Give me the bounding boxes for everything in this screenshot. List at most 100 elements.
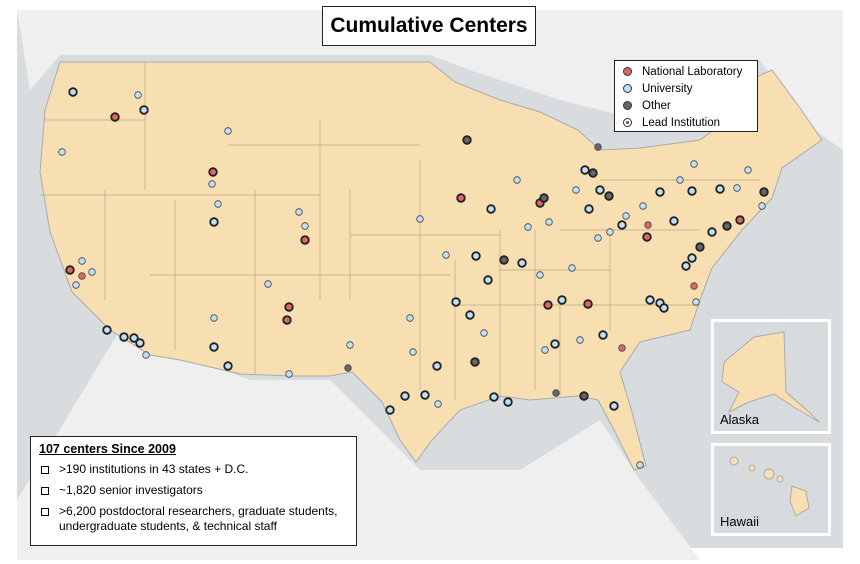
center-marker bbox=[618, 344, 626, 352]
alaska-shape bbox=[721, 331, 820, 423]
inset-label: Hawaii bbox=[720, 514, 760, 529]
center-marker bbox=[285, 370, 293, 378]
center-marker bbox=[58, 148, 66, 156]
center-marker bbox=[480, 329, 488, 337]
center-marker bbox=[622, 212, 630, 220]
center-marker bbox=[552, 389, 560, 397]
center-marker bbox=[119, 332, 129, 342]
info-text: >6,200 postdoctoral researchers, graduat… bbox=[59, 504, 338, 533]
center-marker bbox=[594, 234, 602, 242]
center-marker bbox=[300, 235, 310, 245]
center-marker bbox=[758, 202, 766, 210]
center-marker bbox=[301, 222, 309, 230]
legend-item: University bbox=[615, 80, 757, 97]
center-marker bbox=[692, 298, 700, 306]
legend: National Laboratory University Other Lea… bbox=[614, 60, 758, 132]
center-marker bbox=[735, 215, 745, 225]
inset-label: Alaska bbox=[720, 412, 760, 427]
info-heading: 107 centers Since 2009 bbox=[39, 442, 176, 456]
center-marker bbox=[409, 348, 417, 356]
center-marker bbox=[733, 184, 741, 192]
center-marker bbox=[68, 87, 78, 97]
center-marker bbox=[442, 251, 450, 259]
info-text: ~1,820 senior investigators bbox=[59, 483, 203, 497]
center-marker bbox=[483, 275, 493, 285]
center-marker bbox=[545, 218, 553, 226]
legend-label: Other bbox=[642, 99, 671, 112]
center-marker bbox=[72, 281, 80, 289]
center-marker bbox=[295, 208, 303, 216]
center-marker bbox=[676, 176, 684, 184]
center-marker bbox=[134, 91, 142, 99]
center-marker bbox=[503, 397, 513, 407]
center-marker bbox=[65, 265, 75, 275]
center-marker bbox=[499, 255, 509, 265]
info-item: >6,200 postdoctoral researchers, graduat… bbox=[39, 504, 348, 534]
center-marker bbox=[78, 272, 86, 280]
center-marker bbox=[715, 184, 725, 194]
center-marker bbox=[135, 338, 145, 348]
center-marker bbox=[617, 220, 627, 230]
center-marker bbox=[513, 176, 521, 184]
center-marker bbox=[584, 204, 594, 214]
center-marker bbox=[524, 223, 532, 231]
center-marker bbox=[344, 364, 352, 372]
center-marker bbox=[707, 227, 717, 237]
legend-label: Lead Institution bbox=[642, 116, 721, 129]
center-marker bbox=[129, 333, 139, 343]
center-marker bbox=[264, 280, 272, 288]
info-item: >190 institutions in 43 states + D.C. bbox=[39, 462, 348, 477]
center-marker bbox=[681, 261, 691, 271]
center-marker bbox=[598, 330, 608, 340]
center-marker bbox=[690, 282, 698, 290]
usa bbox=[39, 61, 823, 471]
center-marker bbox=[655, 187, 665, 197]
center-marker bbox=[451, 297, 461, 307]
center-marker bbox=[594, 143, 602, 151]
center-marker bbox=[636, 461, 644, 469]
center-marker bbox=[588, 168, 598, 178]
info-text: >190 institutions in 43 states + D.C. bbox=[59, 462, 249, 476]
center-marker bbox=[432, 361, 442, 371]
center-marker bbox=[609, 401, 619, 411]
center-marker bbox=[687, 253, 697, 263]
center-marker bbox=[139, 105, 149, 115]
info-box: 107 centers Since 2009 >190 institutions… bbox=[30, 436, 357, 546]
title: Cumulative Centers bbox=[322, 6, 536, 46]
center-marker bbox=[639, 202, 647, 210]
center-marker bbox=[400, 391, 410, 401]
center-marker bbox=[759, 187, 769, 197]
center-marker bbox=[420, 390, 430, 400]
center-marker bbox=[606, 228, 614, 236]
center-marker bbox=[580, 165, 590, 175]
center-marker bbox=[644, 221, 652, 229]
center-marker bbox=[224, 127, 232, 135]
center-marker bbox=[471, 251, 481, 261]
center-marker bbox=[695, 242, 705, 252]
center-marker bbox=[645, 295, 655, 305]
center-marker bbox=[88, 268, 96, 276]
info-item: ~1,820 senior investigators bbox=[39, 483, 348, 498]
center-marker bbox=[465, 310, 475, 320]
center-marker bbox=[539, 193, 549, 203]
center-marker bbox=[416, 215, 424, 223]
center-marker bbox=[690, 160, 698, 168]
center-marker bbox=[209, 217, 219, 227]
center-marker bbox=[557, 295, 567, 305]
center-marker bbox=[669, 216, 679, 226]
center-marker bbox=[486, 204, 496, 214]
center-marker bbox=[214, 200, 222, 208]
center-marker bbox=[722, 221, 732, 231]
center-marker bbox=[462, 135, 472, 145]
center-marker bbox=[385, 405, 395, 415]
center-marker bbox=[583, 299, 593, 309]
center-marker bbox=[517, 258, 527, 268]
center-marker bbox=[744, 166, 752, 174]
center-marker bbox=[78, 257, 86, 265]
hawaii-inset: Hawaii bbox=[711, 443, 831, 536]
center-marker bbox=[209, 342, 219, 352]
center-marker bbox=[550, 339, 560, 349]
center-marker bbox=[102, 325, 112, 335]
center-marker bbox=[543, 300, 553, 310]
